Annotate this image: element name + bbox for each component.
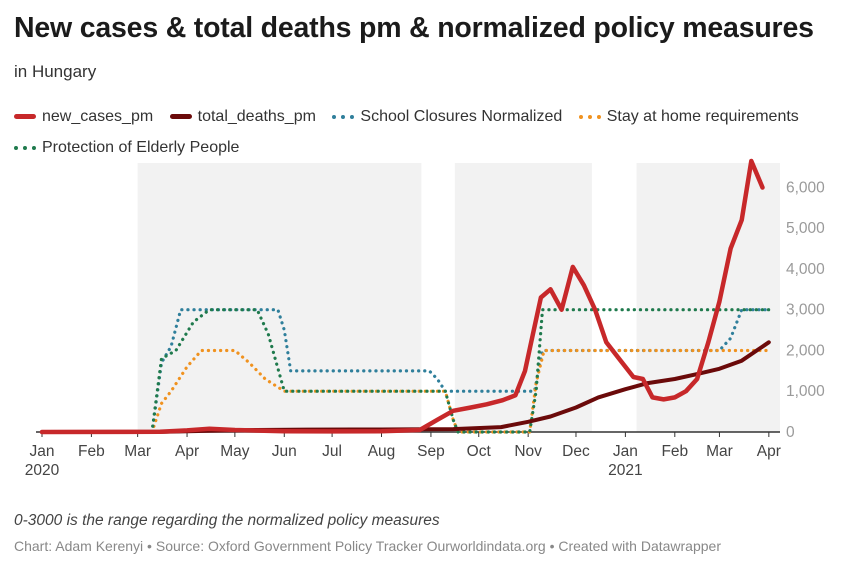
series-line-new-cases-pm — [39, 158, 765, 435]
chart-legend: new_cases_pm total_deaths_pm School Clos… — [14, 101, 834, 164]
x-tick-label: Feb — [78, 443, 105, 460]
shaded-period-2 — [636, 163, 780, 432]
x-tick-label: Apr — [175, 443, 199, 460]
legend-item-school-closures: School Closures Normalized — [332, 102, 562, 133]
x-tick-year-label: 2020 — [25, 462, 60, 479]
legend-item-total-deaths: total_deaths_pm — [169, 101, 316, 132]
y-tick-label: 5,000 — [786, 220, 825, 237]
y-tick-label: 2,000 — [786, 342, 825, 359]
x-tick-label: Feb — [661, 443, 688, 460]
x-tick-label: Apr — [757, 443, 781, 460]
chart-subtitle: in Hungary — [14, 62, 97, 81]
legend-item-stay-at-home: Stay at home requirements — [578, 102, 799, 133]
chart-title: New cases & total deaths pm & normalized… — [14, 12, 814, 44]
legend-label-elderly-protection: Protection of Elderly People — [42, 139, 240, 156]
legend-swatch-new-cases — [14, 114, 36, 119]
x-tick-label: Nov — [514, 443, 542, 460]
x-tick-label: Jan — [30, 443, 55, 460]
x-tick-label: Jul — [322, 443, 342, 460]
legend-swatch-elderly-protection — [14, 146, 36, 150]
legend-item-new-cases: new_cases_pm — [14, 101, 153, 132]
x-tick-label: Jun — [272, 443, 297, 460]
x-tick-label: Oct — [467, 443, 492, 460]
series-line-protection-of-elderly-people — [40, 308, 771, 434]
x-tick-label: Mar — [706, 443, 733, 460]
x-tick-label: Aug — [368, 443, 396, 460]
x-tick-label: Dec — [562, 443, 590, 460]
y-tick-label: 3,000 — [786, 302, 825, 319]
y-tick-label: 6,000 — [786, 179, 825, 196]
x-tick-label: Jan — [613, 443, 638, 460]
chart-footer: Chart: Adam Kerenyi • Source: Oxford Gov… — [14, 538, 721, 554]
legend-label-school-closures: School Closures Normalized — [360, 108, 563, 125]
x-tick-year-label: 2021 — [608, 462, 642, 479]
legend-label-new-cases: new_cases_pm — [42, 107, 154, 125]
y-tick-label: 4,000 — [786, 261, 825, 278]
legend-swatch-total-deaths — [169, 114, 192, 119]
line-chart: 0 1,000 2,000 3,000 4,000 5,000 6,000 Jan 2020 Fe… — [25, 158, 825, 479]
series-line-school-closures-normalized — [40, 308, 771, 434]
shaded-period-1 — [454, 163, 592, 432]
legend-swatch-school-closures — [332, 115, 355, 119]
legend-swatch-stay-at-home — [578, 115, 601, 119]
y-tick-label: 1,000 — [786, 383, 825, 400]
series-line-stay-at-home-requirements — [40, 348, 771, 434]
x-tick-label: Sep — [417, 443, 445, 460]
x-tick-label: Mar — [124, 443, 151, 460]
legend-item-elderly-protection: Protection of Elderly People — [14, 133, 239, 164]
legend-label-stay-at-home: Stay at home requirements — [606, 108, 799, 125]
legend-label-total-deaths: total_deaths_pm — [197, 107, 316, 125]
chart-note: 0-3000 is the range regarding the normal… — [14, 512, 440, 529]
y-tick-label: 0 — [786, 424, 795, 441]
x-tick-label: May — [220, 443, 250, 460]
